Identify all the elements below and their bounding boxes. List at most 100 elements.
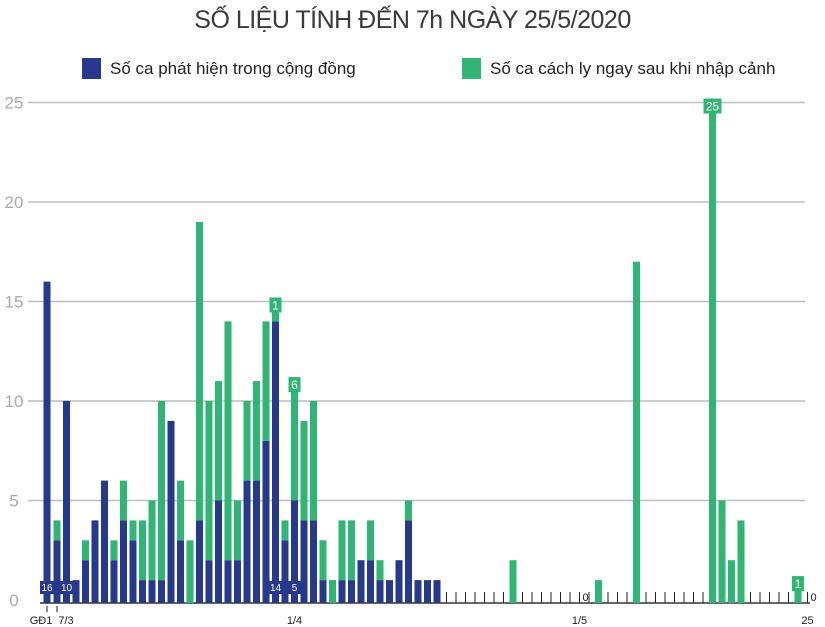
bar-community <box>376 580 384 603</box>
bar-quarantine <box>709 102 716 603</box>
data-label: 1 <box>272 299 279 313</box>
bar-community <box>224 560 232 603</box>
bar-community <box>139 580 146 603</box>
data-label: 25 <box>706 100 720 114</box>
bar-quarantine <box>737 520 745 603</box>
bar-community <box>253 480 260 603</box>
bar-community <box>234 560 241 603</box>
bar-quarantine <box>329 580 336 603</box>
legend-item-community: Số ca phát hiện trong cộng đồng <box>82 58 356 79</box>
data-label: 5 <box>292 583 298 594</box>
bar-quarantine <box>794 580 802 603</box>
bar-community <box>262 440 270 603</box>
bar-quarantine <box>129 520 137 541</box>
legend-item-quarantine: Số ca cách ly ngay sau khi nhập cảnh <box>462 58 775 79</box>
bar-community <box>196 520 203 603</box>
bar-community <box>272 321 279 603</box>
bar-quarantine <box>376 560 384 581</box>
y-tick-label: 10 <box>5 392 24 411</box>
bar-quarantine <box>728 560 735 603</box>
y-tick-label: 0 <box>9 591 18 610</box>
zero-label: 0 <box>810 592 816 604</box>
bar-quarantine <box>291 381 298 501</box>
bar-quarantine <box>633 261 640 603</box>
bar-quarantine <box>405 500 412 521</box>
data-label-box <box>40 581 54 594</box>
y-tick-label: 20 <box>5 193 24 212</box>
bar-community <box>405 520 412 603</box>
data-label-box <box>287 581 302 594</box>
bar-community <box>348 580 355 603</box>
bar-quarantine <box>224 321 232 561</box>
bar-quarantine <box>196 221 203 521</box>
bar-community <box>205 560 213 603</box>
y-tick-label: 15 <box>5 293 24 312</box>
bar-quarantine <box>82 540 89 561</box>
bar-quarantine <box>310 401 317 521</box>
bar-community <box>319 580 327 603</box>
data-label-box <box>703 98 722 114</box>
bar-community <box>91 520 99 603</box>
bar-community <box>148 580 156 603</box>
legend-swatch-green <box>462 58 481 79</box>
bar-quarantine <box>300 420 308 521</box>
bar-community <box>82 560 89 603</box>
x-tick-label: 1/4 <box>287 615 302 627</box>
bar-quarantine <box>53 520 61 541</box>
bar-quarantine <box>139 520 146 581</box>
chart-title: SỐ LIỆU TÍNH ĐẾN 7h NGÀY 25/5/2020 <box>194 6 631 34</box>
data-label: 6 <box>291 378 298 392</box>
x-tick-label: 25 <box>801 615 813 627</box>
bar-quarantine <box>281 520 289 541</box>
bar-community <box>414 580 422 603</box>
bar-community <box>215 500 222 603</box>
bar-quarantine <box>215 381 222 501</box>
data-label-box <box>268 581 283 594</box>
data-label-box <box>288 377 301 393</box>
bar-quarantine <box>367 520 374 561</box>
legend-swatch-blue <box>82 58 101 79</box>
bar-quarantine <box>338 520 346 581</box>
legend-label-quarantine: Số ca cách ly ngay sau khi nhập cảnh <box>490 58 776 78</box>
bar-community <box>101 480 108 603</box>
bar-quarantine <box>148 500 156 581</box>
bar-community <box>158 580 165 603</box>
data-label: 14 <box>270 583 282 594</box>
x-tick-label: 7/3 <box>58 615 73 627</box>
bar-community <box>243 480 251 603</box>
bar-quarantine <box>253 381 260 481</box>
data-label: 1 <box>795 577 802 591</box>
bar-community <box>300 520 308 603</box>
bar-community <box>110 560 118 603</box>
bar-quarantine <box>186 540 194 603</box>
bar-community <box>367 560 374 603</box>
data-label: 10 <box>61 583 73 594</box>
bar-quarantine <box>120 480 127 521</box>
bar-quarantine <box>205 401 213 561</box>
bar-community <box>63 401 70 603</box>
bar-community <box>424 580 431 603</box>
bar-quarantine <box>509 560 517 603</box>
bar-quarantine <box>110 540 118 561</box>
x-tick-label: GĐ1 <box>30 615 53 627</box>
bar-community <box>291 500 298 603</box>
x-tick-label: 1/5 <box>572 615 587 627</box>
data-label-box <box>269 297 282 313</box>
bar-community <box>357 560 365 603</box>
bar-community <box>129 540 137 603</box>
bar-community <box>338 580 346 603</box>
zero-label: 0 <box>582 592 588 604</box>
bar-community <box>53 540 61 603</box>
bar-quarantine <box>177 480 184 541</box>
y-tick-label: 25 <box>5 94 24 113</box>
bar-community <box>72 580 80 603</box>
data-label: 16 <box>41 583 53 594</box>
bar-community <box>120 520 127 603</box>
bar-community <box>177 540 184 603</box>
bar-community <box>433 580 441 603</box>
bar-community <box>281 540 289 603</box>
bar-quarantine <box>348 520 355 581</box>
bar-quarantine <box>718 500 726 603</box>
data-label-box <box>59 581 74 594</box>
